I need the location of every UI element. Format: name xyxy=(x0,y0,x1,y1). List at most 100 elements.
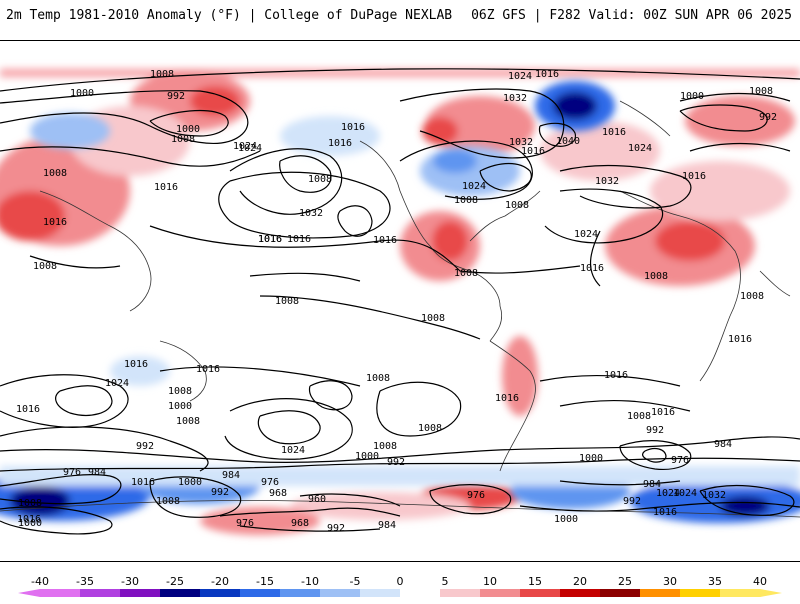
isobar-label: 1016 xyxy=(124,359,148,370)
isobar-label: 1016 xyxy=(43,217,67,228)
isobar-label: 992 xyxy=(136,441,154,452)
isobar-label: 1008 xyxy=(454,195,478,206)
isobar-label: 1008 xyxy=(740,291,764,302)
colorbar-tick-label: -35 xyxy=(76,575,94,588)
isobar-label: 992 xyxy=(387,457,405,468)
isobar-label: 1000 xyxy=(176,124,200,135)
isobar-label: 992 xyxy=(623,496,641,507)
isobar-label: 1016 xyxy=(258,234,282,245)
warm-anomaly-shading xyxy=(0,69,800,535)
isobar-label: 1008 xyxy=(176,416,200,427)
isobar-label: 1016 xyxy=(328,138,352,149)
isobar-label: 984 xyxy=(88,467,106,478)
colorbar-segment xyxy=(680,589,721,597)
isobar-label: 1032 xyxy=(503,93,527,104)
isobar-label: 1000 xyxy=(554,514,578,525)
isobar-label: 1008 xyxy=(454,268,478,279)
isobar-label: 1024 xyxy=(238,143,262,154)
colorbar-tick-label: -30 xyxy=(121,575,139,588)
map-canvas: 1008 1000 992 1000 1008 1016 1024 1016 1… xyxy=(0,68,800,535)
map-title: 2m Temp 1981-2010 Anomaly (°F) | College… xyxy=(6,8,453,23)
isobar-label: 1008 xyxy=(418,423,442,434)
model-run-info: 06Z GFS | F282 Valid: 00Z SUN APR 06 202… xyxy=(471,8,792,23)
isobar-label: 1032 xyxy=(702,490,726,501)
isobar-label: 1000 xyxy=(680,91,704,102)
isobar-label: 1016 xyxy=(728,334,752,345)
colorbar-segment xyxy=(400,589,441,597)
isobar-label: 960 xyxy=(308,494,326,505)
isobar-label: 1016 xyxy=(602,127,626,138)
header: 2m Temp 1981-2010 Anomaly (°F) | College… xyxy=(0,0,800,40)
isobar-label: 1016 xyxy=(154,182,178,193)
isobar-label: 1016 xyxy=(651,407,675,418)
isobar-label: 976 xyxy=(236,518,254,529)
isobar-label: 984 xyxy=(643,479,661,490)
isobar-label: 1000 xyxy=(579,453,603,464)
isobar-label: 1000 xyxy=(70,88,94,99)
isobar-label: 992 xyxy=(327,523,345,534)
isobar-label: 1008 xyxy=(43,168,67,179)
isobar-label: 1024 xyxy=(673,488,697,499)
colorbar-segments xyxy=(40,589,761,597)
isobar-label: 1024 xyxy=(656,488,680,499)
isobar-label: 1016 xyxy=(682,171,706,182)
isobar-label: 1016 xyxy=(287,234,311,245)
isobar-label: 1016 xyxy=(580,263,604,274)
isobar-label: 1008 xyxy=(156,496,180,507)
colorbar-segment xyxy=(40,589,81,597)
isobar-label: 1000 xyxy=(18,518,42,529)
isobar-label: 1008 xyxy=(373,441,397,452)
colorbar-segment xyxy=(520,589,561,597)
isobar-label: 976 xyxy=(467,490,485,501)
isobar-label: 984 xyxy=(378,520,396,531)
colorbar-segment xyxy=(440,589,481,597)
isobar-label: 1016 xyxy=(373,235,397,246)
anomaly-colorbar: -40 -35 -30 -25 -20 -15 -10 -5 0 5 10 15 20 25 30 35 40 xyxy=(0,562,800,600)
colorbar-segment xyxy=(200,589,241,597)
isobar-label: 1008 xyxy=(168,386,192,397)
cool-anomaly-shading xyxy=(0,81,800,523)
isobar-contours xyxy=(0,68,800,535)
colorbar-tick-label: 40 xyxy=(753,575,767,588)
isobar-label: 1008 xyxy=(421,313,445,324)
colorbar-tick-label: 5 xyxy=(441,575,449,588)
isobar-label: 1024 xyxy=(281,445,305,456)
isobar-label: 976 xyxy=(63,467,81,478)
isobar-label: 976 xyxy=(671,455,689,466)
isobar-label: 1016 xyxy=(495,393,519,404)
isobar-label: 1016 xyxy=(131,477,155,488)
isobar-label: 992 xyxy=(167,91,185,102)
isobar-label: 992 xyxy=(211,487,229,498)
isobar-label: 1016 xyxy=(653,507,677,518)
isobar-label: 992 xyxy=(646,425,664,436)
isobar-label: 976 xyxy=(261,477,279,488)
isobar-label: 1008 xyxy=(18,498,42,509)
isobar-label: 1016 xyxy=(258,234,282,245)
colorbar-segment xyxy=(80,589,121,597)
isobar-label: 1024 xyxy=(574,229,598,240)
colorbar-segment xyxy=(480,589,521,597)
colorbar-tick-label: 30 xyxy=(663,575,677,588)
colorbar-low-arrow xyxy=(18,589,40,597)
colorbar-segment xyxy=(160,589,201,597)
colorbar-segment xyxy=(360,589,401,597)
isobar-label: 1024 xyxy=(628,143,652,154)
colorbar-tick-label: -25 xyxy=(166,575,184,588)
colorbar-tick-label: -40 xyxy=(31,575,49,588)
colorbar-segment xyxy=(560,589,601,597)
isobar-label: 968 xyxy=(291,518,309,529)
colorbar-tick-label: -10 xyxy=(301,575,319,588)
isobar-label: 1024 xyxy=(508,71,532,82)
isobar-label: 968 xyxy=(269,488,287,499)
isobar-label: 1000 xyxy=(168,401,192,412)
colorbar-segment xyxy=(720,589,761,597)
isobar-label: 1032 xyxy=(299,208,323,219)
isobar-label: 1000 xyxy=(355,451,379,462)
isobar-label: 1032 xyxy=(595,176,619,187)
colorbar-gradient xyxy=(18,589,782,597)
isobar-label: 1024 xyxy=(462,181,486,192)
isobar-label: 1008 xyxy=(505,200,529,211)
isobar-label: 1008 xyxy=(627,411,651,422)
isobar-label: 1016 xyxy=(535,69,559,80)
isobar-label: 1008 xyxy=(749,86,773,97)
